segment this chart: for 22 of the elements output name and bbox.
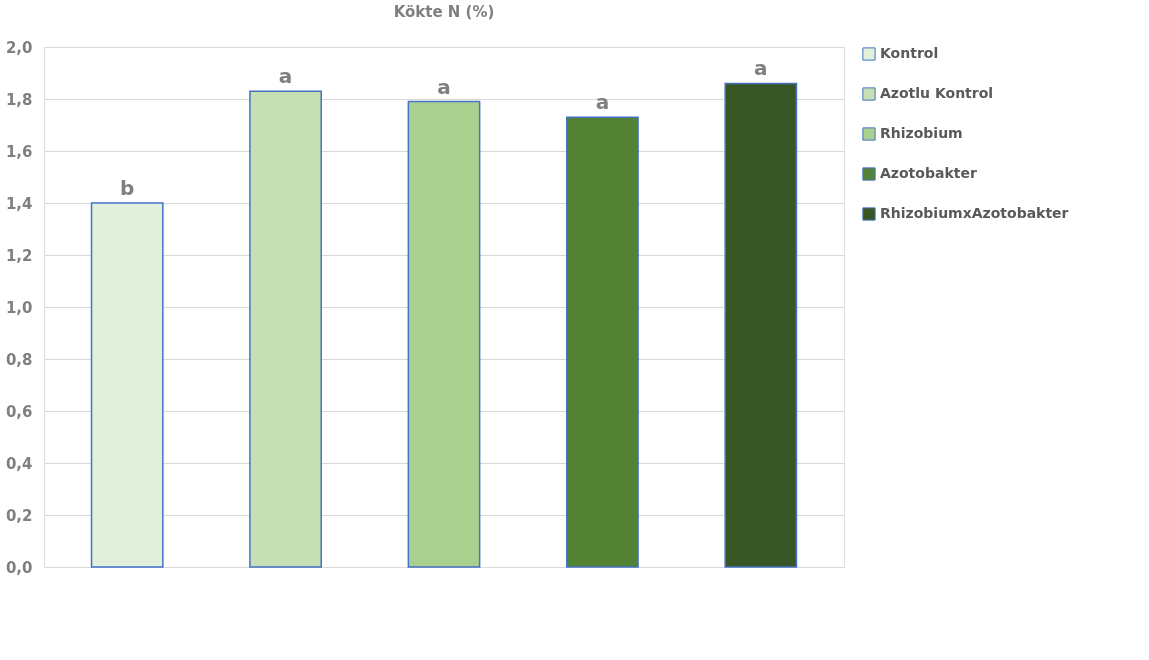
y-tick-label: 1,8 [5, 90, 33, 109]
legend-label: Rhizobium [880, 125, 963, 141]
legend-label: Kontrol [880, 45, 939, 61]
legend-label: Azotlu Kontrol [880, 85, 994, 101]
y-tick-label: 1,0 [5, 298, 33, 317]
chart-title: Kökte N (%) [393, 3, 495, 21]
y-tick-label: 0,2 [5, 506, 33, 525]
annotation: a [278, 64, 293, 89]
y-tick-label: 1,2 [5, 246, 33, 265]
annotation: a [754, 56, 768, 81]
legend-label: RhizobiumxAzotobakter [880, 205, 1069, 221]
y-tick-label: 0,4 [5, 454, 33, 473]
y-tick-label: 1,6 [5, 142, 33, 161]
y-tick-label: 0,0 [5, 558, 33, 577]
y-tick-label: 0,8 [5, 350, 33, 369]
legend-label: Azotobakter [880, 165, 977, 181]
annotation: a [437, 74, 451, 99]
annotation: b [120, 176, 135, 200]
annotation: a [595, 90, 610, 115]
y-tick-label: 2,0 [5, 38, 33, 57]
y-tick-label: 0,6 [5, 402, 33, 421]
y-tick-label: 1,4 [5, 194, 33, 213]
